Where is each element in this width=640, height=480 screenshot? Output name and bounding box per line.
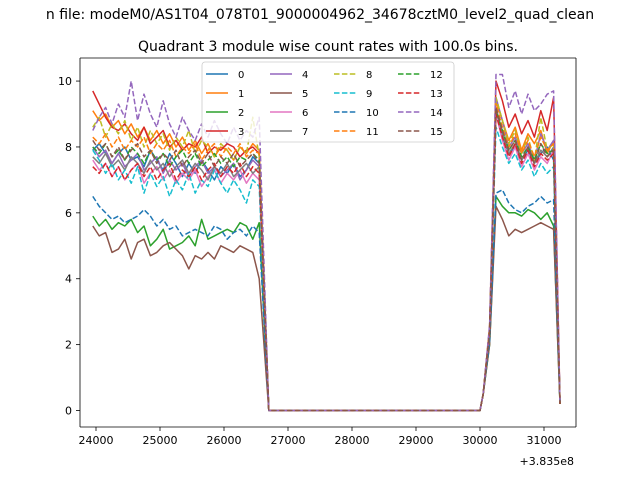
series-line-10 <box>92 189 561 412</box>
series-line-9 <box>92 126 561 412</box>
x-tick-label: 30000 <box>463 434 498 447</box>
legend-label-13: 13 <box>430 89 443 100</box>
legend-label-12: 12 <box>430 70 443 81</box>
legend-label-3: 3 <box>238 127 244 138</box>
series-line-5 <box>92 205 561 412</box>
chart-title: Quadrant 3 module wise count rates with … <box>138 39 518 55</box>
series-line-2 <box>92 195 561 412</box>
y-tick-label: 8 <box>65 141 72 154</box>
series-line-3 <box>92 80 561 412</box>
legend-label-2: 2 <box>238 108 244 119</box>
legend-label-11: 11 <box>366 127 379 138</box>
x-tick-label: 28000 <box>335 434 370 447</box>
series-lines <box>92 73 561 412</box>
legend-label-6: 6 <box>302 108 308 119</box>
series-line-11 <box>92 103 561 412</box>
legend-label-7: 7 <box>302 127 308 138</box>
legend-label-0: 0 <box>238 70 244 81</box>
x-tick-label: 26000 <box>207 434 242 447</box>
x-tick-label: 27000 <box>271 434 306 447</box>
x-tick-label: 29000 <box>399 434 434 447</box>
y-tick-label: 6 <box>65 207 72 220</box>
legend-label-8: 8 <box>366 70 372 81</box>
series-line-15 <box>92 106 561 412</box>
legend-box <box>201 61 455 143</box>
legend-label-1: 1 <box>238 89 244 100</box>
x-tick-label: 24000 <box>79 434 114 447</box>
plot-area: 24000 25000 26000 27000 28000 29000 30000 31000… <box>58 57 577 468</box>
series-line-1 <box>92 100 561 412</box>
legend-label-10: 10 <box>366 108 379 119</box>
series-line-13 <box>92 113 561 412</box>
legend-label-5: 5 <box>302 89 308 100</box>
legend-label-15: 15 <box>430 127 443 138</box>
axes-frame <box>79 57 577 428</box>
series-line-4 <box>92 96 561 412</box>
x-tick-label: 25000 <box>143 434 178 447</box>
figure-suptitle: n file: modeM0/AS1T04_078T01_9000004962_… <box>46 7 594 23</box>
series-line-8 <box>92 96 561 412</box>
y-tick-label: 10 <box>58 75 72 88</box>
y-tick-label: 0 <box>65 405 72 418</box>
legend-label-14: 14 <box>430 108 443 119</box>
x-tick-label: 31000 <box>527 434 562 447</box>
y-tick-label: 2 <box>65 339 72 352</box>
legend-label-9: 9 <box>366 89 372 100</box>
x-offset-label: +3.835e8 <box>520 455 574 468</box>
y-tick-label: 4 <box>65 273 72 286</box>
legend-label-4: 4 <box>302 70 308 81</box>
series-line-14 <box>92 73 561 412</box>
